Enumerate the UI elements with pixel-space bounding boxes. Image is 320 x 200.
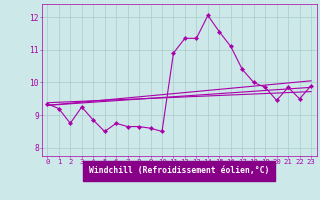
X-axis label: Windchill (Refroidissement éolien,°C): Windchill (Refroidissement éolien,°C) <box>89 166 269 175</box>
